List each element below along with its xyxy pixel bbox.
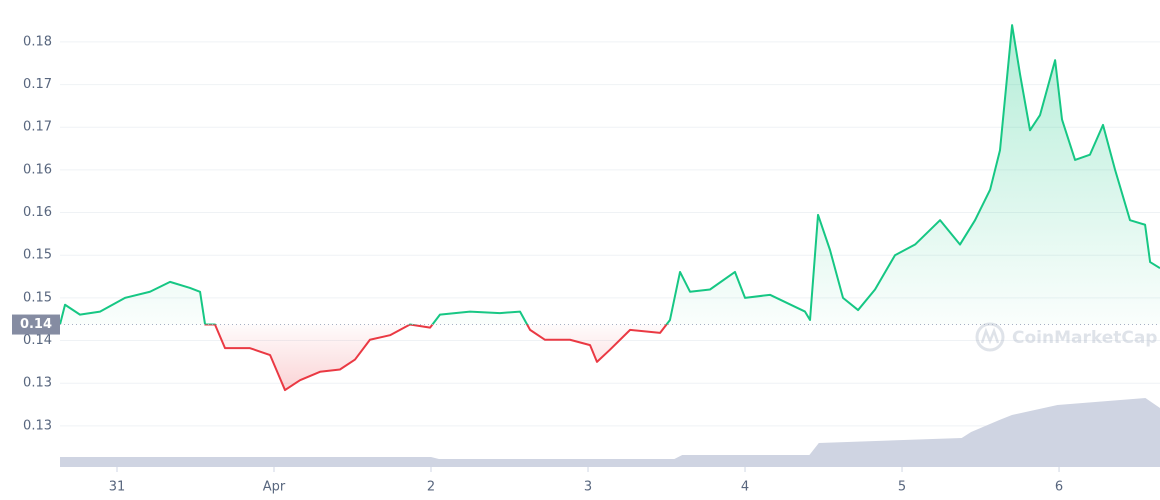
x-tick-label: 5 [898, 480, 906, 495]
x-tick-label: Apr [263, 480, 286, 495]
y-tick-label: 0.17 [23, 120, 52, 135]
watermark: CoinMarketCap [975, 322, 1157, 352]
x-tick-label: 6 [1055, 480, 1063, 495]
y-tick-label: 0.17 [23, 77, 52, 92]
volume-area [60, 398, 1160, 467]
y-tick-label: 0.18 [23, 34, 52, 49]
x-tick-label: 3 [584, 480, 592, 495]
baseline-label: 0.14 [20, 317, 52, 332]
y-tick-label: 0.14 [23, 333, 52, 348]
y-tick-label: 0.16 [23, 205, 52, 220]
price-line [59, 24, 1160, 392]
x-tick-label: 31 [109, 480, 126, 495]
area-down [214, 324, 667, 391]
area-up [60, 25, 1160, 325]
y-tick-label: 0.13 [23, 418, 52, 433]
watermark-text: CoinMarketCap [1012, 328, 1157, 348]
x-tick-label: 2 [427, 480, 435, 495]
y-tick-label: 0.15 [23, 248, 52, 263]
y-tick-label: 0.13 [23, 376, 52, 391]
y-tick-label: 0.15 [23, 290, 52, 305]
baseline-badge [12, 314, 60, 335]
y-tick-label: 0.16 [23, 162, 52, 177]
x-tick-label: 4 [741, 480, 749, 495]
